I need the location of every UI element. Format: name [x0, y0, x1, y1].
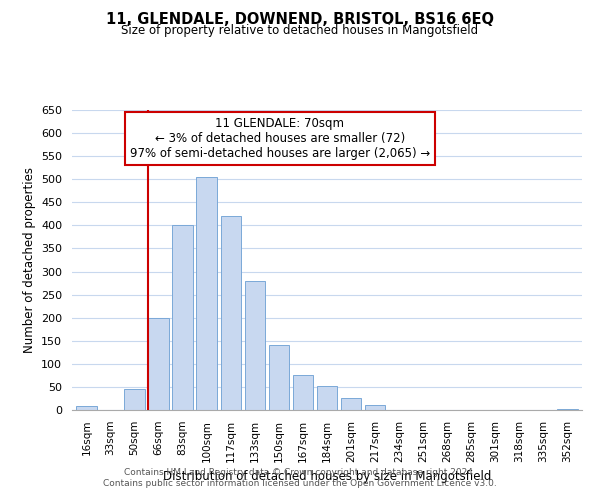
- Bar: [196, 177, 217, 410]
- Text: 11 GLENDALE: 70sqm
← 3% of detached houses are smaller (72)
97% of semi-detached: 11 GLENDALE: 70sqm ← 3% of detached hous…: [130, 117, 430, 160]
- X-axis label: Distribution of detached houses by size in Mangotsfield: Distribution of detached houses by size …: [163, 470, 491, 483]
- Bar: [148, 318, 169, 410]
- Bar: [172, 226, 193, 410]
- Text: Contains HM Land Registry data © Crown copyright and database right 2024.
Contai: Contains HM Land Registry data © Crown c…: [103, 468, 497, 487]
- Bar: [221, 216, 241, 410]
- Bar: [245, 281, 265, 410]
- Y-axis label: Number of detached properties: Number of detached properties: [23, 167, 35, 353]
- Bar: [124, 389, 145, 410]
- Bar: [365, 406, 385, 410]
- Bar: [317, 386, 337, 410]
- Bar: [557, 408, 578, 410]
- Bar: [76, 406, 97, 410]
- Bar: [269, 346, 289, 410]
- Bar: [341, 398, 361, 410]
- Text: Size of property relative to detached houses in Mangotsfield: Size of property relative to detached ho…: [121, 24, 479, 37]
- Text: 11, GLENDALE, DOWNEND, BRISTOL, BS16 6EQ: 11, GLENDALE, DOWNEND, BRISTOL, BS16 6EQ: [106, 12, 494, 28]
- Bar: [293, 376, 313, 410]
